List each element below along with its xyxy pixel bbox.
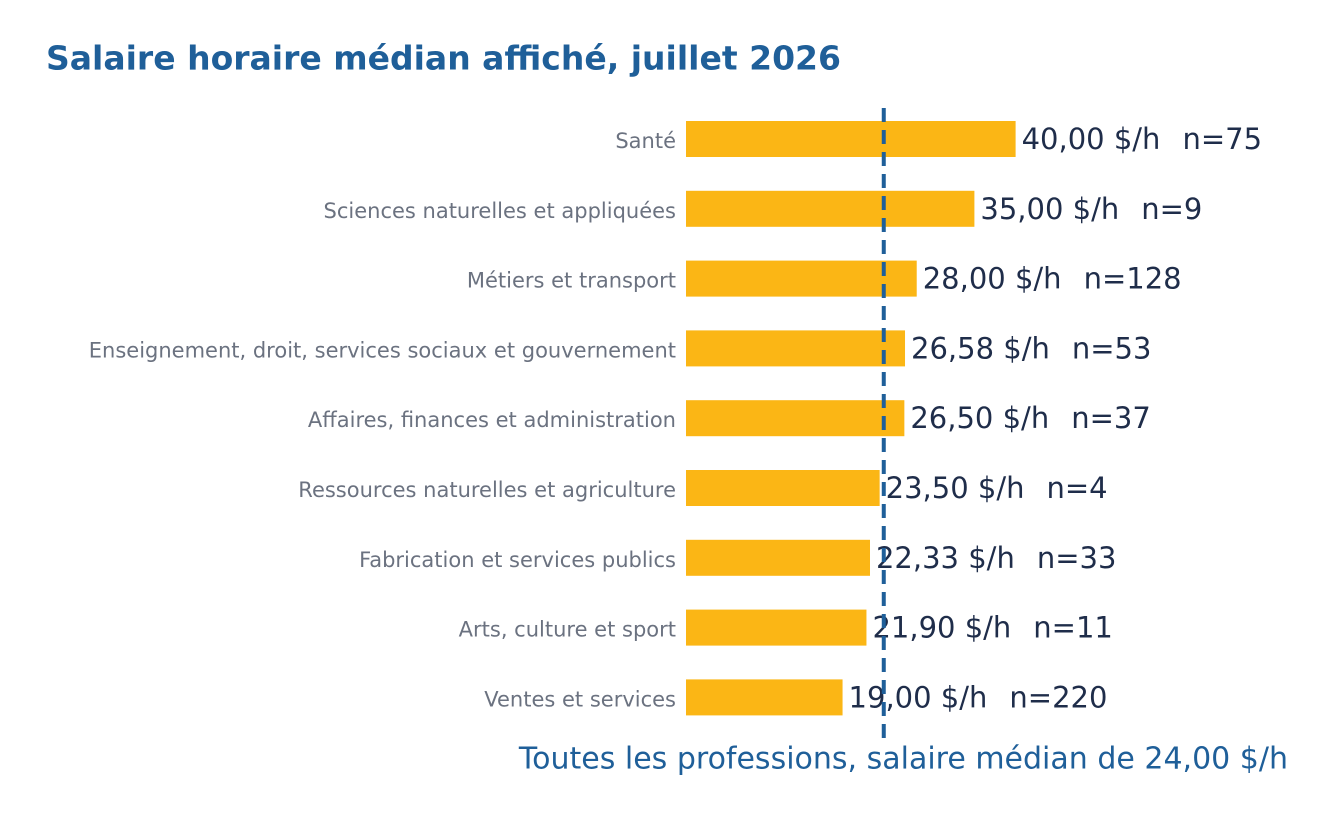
count-label: n=128	[1084, 262, 1182, 296]
category-label: Fabrication et services publics	[359, 548, 676, 572]
value-label: 21,90 $/h	[872, 611, 1011, 645]
bar	[686, 121, 1016, 157]
bar	[686, 609, 867, 646]
count-label: n=33	[1037, 541, 1117, 575]
data-label: 22,33 $/h n=33	[876, 541, 1116, 575]
bar	[686, 330, 906, 367]
value-label: 28,00 $/h	[923, 262, 1062, 296]
data-label: 26,50 $/h n=37	[910, 401, 1150, 435]
value-label: 26,50 $/h	[910, 401, 1049, 435]
data-label: 40,00 $/h n=75	[1022, 122, 1262, 156]
data-label: 26,58 $/h n=53	[911, 331, 1151, 365]
count-label: n=9	[1141, 192, 1202, 226]
category-label: Arts, culture et sport	[459, 618, 676, 642]
count-label: n=37	[1071, 401, 1151, 435]
reference-label: Toutes les professions, salaire médian d…	[518, 742, 1288, 777]
count-label: n=11	[1033, 611, 1113, 645]
category-label: Métiers et transport	[467, 269, 676, 293]
category-label: Santé	[615, 129, 676, 153]
value-label: 19,00 $/h	[849, 680, 988, 714]
category-label: Ressources naturelles et agriculture	[298, 478, 676, 502]
data-label: 28,00 $/h n=128	[923, 262, 1182, 296]
value-label: 35,00 $/h	[980, 192, 1119, 226]
data-label: 23,50 $/h n=4	[886, 471, 1108, 505]
count-label: n=53	[1072, 331, 1152, 365]
bar	[686, 190, 975, 227]
bar	[686, 400, 905, 437]
count-label: n=75	[1182, 122, 1262, 156]
value-label: 23,50 $/h	[886, 471, 1025, 505]
data-label: 35,00 $/h n=9	[980, 192, 1202, 226]
category-label: Enseignement, droit, services sociaux et…	[89, 338, 676, 362]
bar	[686, 679, 843, 716]
chart-title: Salaire horaire médian affiché, juillet …	[46, 39, 841, 78]
count-label: n=4	[1046, 471, 1107, 505]
data-label: 21,90 $/h n=11	[872, 611, 1112, 645]
value-label: 26,58 $/h	[911, 331, 1050, 365]
category-label: Ventes et services	[484, 687, 676, 711]
category-label: Affaires, finances et administration	[308, 408, 676, 432]
bar	[686, 260, 917, 297]
category-label: Sciences naturelles et appliquées	[324, 199, 677, 223]
count-label: n=220	[1009, 680, 1107, 714]
value-label: 40,00 $/h	[1022, 122, 1161, 156]
bar	[686, 470, 880, 506]
value-label: 22,33 $/h	[876, 541, 1015, 575]
data-label: 19,00 $/h n=220	[849, 680, 1108, 714]
bar	[686, 539, 870, 576]
